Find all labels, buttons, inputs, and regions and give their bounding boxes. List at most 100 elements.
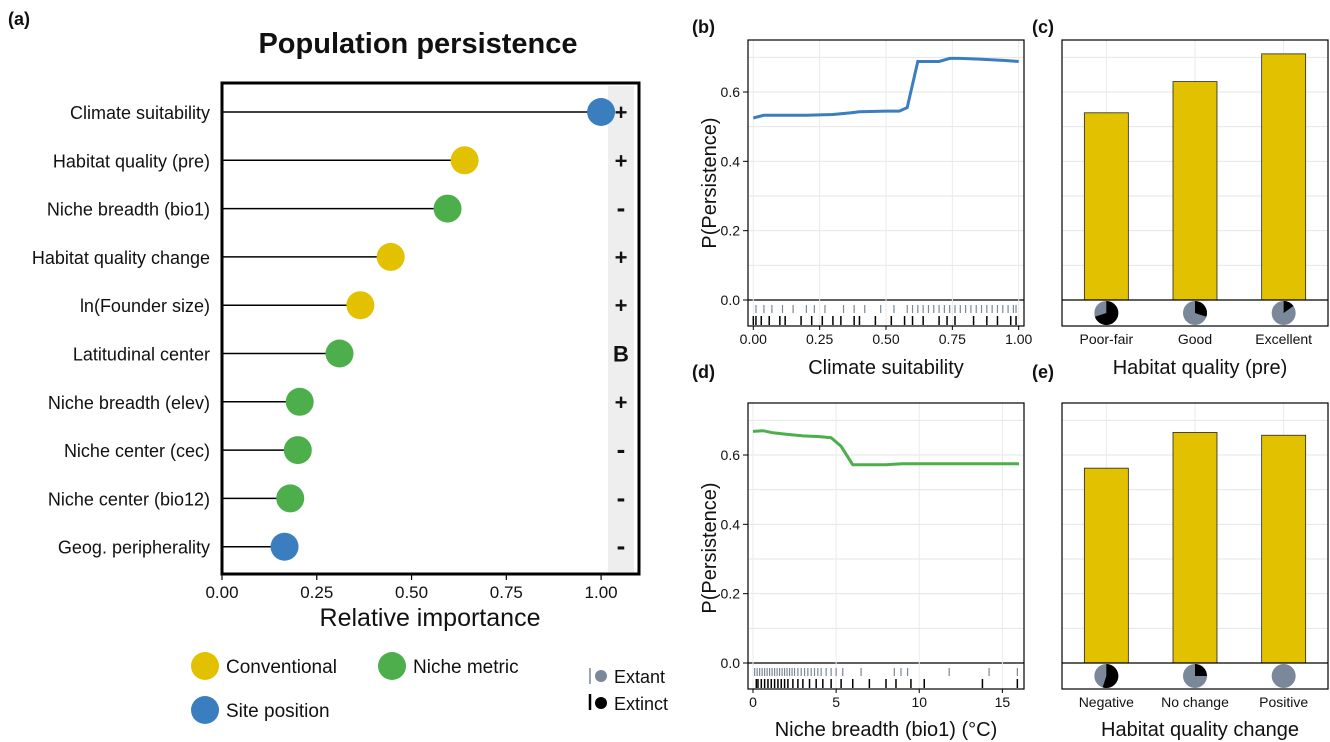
bar	[1261, 434, 1307, 664]
lollipop-point	[346, 291, 375, 320]
pie-extinct	[1195, 301, 1207, 317]
panel-e-x-label: Habitat quality change	[1101, 719, 1299, 741]
lollipop-point	[325, 339, 354, 368]
legend: Conventional Niche metric Site position …	[191, 652, 668, 724]
panel-d: (d) 0.0 0.2 0.4 0.6 0 5 10 15 P(Persistence) N…	[692, 362, 1025, 741]
panel-a-marks: Climate suitability + Habitat quality (pre…	[32, 98, 629, 561]
panel-b-y-ticks: 0.0 0.2 0.4 0.6	[721, 84, 748, 308]
lollipop-point	[450, 146, 479, 175]
effect-sign: -	[617, 193, 626, 223]
bar	[1083, 467, 1129, 664]
bar	[1083, 112, 1129, 301]
panel-d-x-label: Niche breadth (bio1) (°C)	[775, 719, 998, 741]
category-label: Niche center (bio12)	[48, 489, 210, 509]
lollipop-point	[270, 532, 299, 561]
category-label: Positive	[1259, 694, 1308, 710]
y-tick-label: 0.2	[721, 586, 741, 602]
category-label: Habitat quality change	[32, 248, 210, 268]
panel-b-grid	[748, 40, 1024, 326]
bar	[1172, 432, 1218, 664]
panel-d-rug	[754, 668, 1019, 688]
x-tick-label: 0	[749, 694, 757, 710]
x-tick-label: 0.25	[806, 331, 833, 347]
panel-b-curve	[752, 56, 1019, 120]
effect-sign: -	[617, 482, 626, 512]
category-label: Poor-fair	[1079, 331, 1133, 347]
x-tick-label: 0.00	[205, 583, 238, 602]
bar	[1261, 53, 1307, 301]
panel-label-c: (c)	[1032, 17, 1054, 37]
panel-a-frame	[220, 81, 641, 576]
panel-a-x-label: Relative importance	[320, 604, 541, 632]
y-tick-label: 0.6	[721, 84, 741, 100]
panel-label-a: (a)	[8, 9, 30, 29]
pie-extant	[1271, 664, 1296, 688]
panel-d-x-ticks: 0 5 10 15	[749, 689, 1010, 710]
y-tick-label: 0.4	[721, 516, 741, 532]
effect-sign: +	[615, 245, 628, 270]
x-tick-label: 0.25	[300, 583, 333, 602]
bar	[1172, 81, 1218, 301]
legend-conventional-label: Conventional	[226, 657, 337, 678]
category-label: Negative	[1079, 694, 1134, 710]
effect-sign: -	[617, 434, 626, 464]
panel-label-b: (b)	[692, 17, 715, 37]
x-tick-label: 0.50	[872, 331, 899, 347]
panel-c: (c) Poor-fair Good Excellent Habitat quali…	[1032, 17, 1329, 379]
category-label: Niche breadth (elev)	[48, 393, 210, 413]
lollipop-point	[587, 98, 616, 126]
x-tick-label: 0.50	[395, 583, 428, 602]
legend-niche-label: Niche metric	[413, 657, 519, 678]
category-label: Niche center (cec)	[64, 441, 210, 461]
effect-sign: B	[613, 342, 629, 367]
legend-extinct-marker	[595, 697, 607, 709]
y-tick-label: 0.0	[721, 655, 741, 671]
panel-d-curve	[752, 429, 1019, 467]
panel-c-x-label: Habitat quality (pre)	[1113, 357, 1288, 379]
panel-a-title: Population persistence	[258, 28, 577, 60]
panel-c-frame	[1061, 39, 1329, 327]
y-tick-label: 0.0	[721, 292, 741, 308]
panel-e: (e) Negative No change Positive Habitat qu…	[1032, 362, 1329, 741]
x-tick-label: 0.75	[939, 331, 966, 347]
lollipop-point	[276, 484, 305, 513]
effect-sign: +	[615, 148, 628, 173]
x-tick-label: 1.00	[1005, 331, 1032, 347]
effect-sign: -	[617, 531, 626, 561]
panel-c-bars: Poor-fair Good Excellent	[1062, 53, 1328, 347]
pie-extinct	[1094, 301, 1119, 325]
effect-sign: +	[615, 293, 628, 318]
panel-b-x-ticks: 0.00 0.25 0.50 0.75 1.00	[740, 326, 1033, 347]
panel-d-frame	[747, 402, 1025, 690]
legend-extinct-label: Extinct	[614, 694, 668, 714]
legend-extant-marker	[595, 670, 607, 682]
y-tick-label: 0.4	[721, 153, 741, 169]
sign-strip	[608, 86, 634, 572]
x-tick-label: 1.00	[585, 583, 618, 602]
category-label: No change	[1161, 694, 1229, 710]
category-label: Climate suitability	[70, 103, 210, 123]
panel-b: (b) 0.0 0.2 0.4 0.6 0.00 0.25 0.50 0.75 1.00 P(…	[692, 17, 1033, 379]
panel-a: (a) Population persistence Climate suita…	[8, 9, 641, 632]
pie-extinct	[1102, 664, 1119, 689]
panel-b-y-label: P(Persistence)	[699, 117, 721, 248]
legend-site-marker	[191, 696, 219, 724]
panel-d-grid	[748, 403, 1024, 689]
category-label: ln(Founder size)	[80, 296, 210, 316]
panel-label-d: (d)	[692, 362, 715, 382]
x-tick-label: 0.00	[740, 331, 767, 347]
category-label: Geog. peripherality	[58, 538, 210, 558]
pie-extinct	[1283, 301, 1294, 313]
pie-extinct	[1195, 664, 1207, 676]
x-tick-label: 0.75	[490, 583, 523, 602]
panel-e-frame	[1061, 402, 1329, 690]
legend-extant-label: Extant	[614, 667, 665, 687]
panel-b-rug	[752, 305, 1017, 325]
category-label: Habitat quality (pre)	[53, 151, 210, 171]
x-tick-label: 10	[911, 694, 927, 710]
effect-sign: +	[615, 100, 628, 125]
lollipop-point	[376, 242, 405, 271]
panel-label-e: (e)	[1032, 362, 1054, 382]
legend-niche-marker	[378, 652, 406, 680]
